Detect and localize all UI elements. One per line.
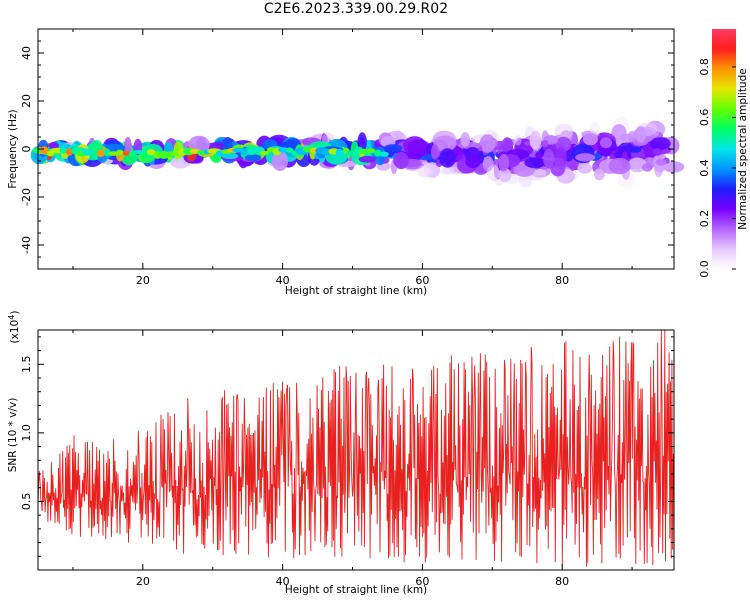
spectrogram-cell (460, 132, 471, 147)
spectrogram-cell (439, 148, 456, 168)
y-tick-label: -40 (20, 236, 33, 254)
spectrogram-cell (542, 139, 549, 148)
spectrogram-cell (465, 154, 481, 169)
figure-title: C2E6.2023.339.00.29.R02 (263, 1, 449, 17)
spectrogram-cell (535, 151, 543, 160)
spectrogram-cell (204, 142, 229, 150)
spectrogram-cell (393, 151, 409, 170)
spectrogram-cell (146, 149, 156, 156)
spectrogram-cell (108, 151, 119, 156)
spectrogram-cell (599, 137, 613, 149)
spectrogram-cell (655, 158, 667, 166)
spectrogram-cell (244, 154, 262, 162)
spectrogram-cell (479, 134, 496, 153)
spectrogram-cell (407, 139, 431, 157)
snr-exponent: (x104) (7, 311, 21, 344)
x-tick-label: 80 (555, 274, 569, 287)
spectrogram-cell (543, 148, 555, 169)
colorbar-tick-label: 0.8 (698, 58, 711, 76)
spectrogram-cell (498, 168, 512, 182)
spectrogram-cell (259, 150, 269, 155)
x-tick-label: 20 (136, 274, 150, 287)
y-tick-label: 1.5 (20, 356, 33, 374)
spectrogram-cell (440, 167, 454, 175)
y-tick-label: 0 (20, 146, 33, 153)
spectrogram-cell (133, 150, 145, 155)
spectrogram-cell (59, 147, 67, 154)
y-tick-label: 40 (20, 46, 33, 60)
spectrogram-cell (188, 135, 210, 154)
spectrogram-cell (278, 147, 289, 153)
spectrogram-cell (271, 151, 289, 171)
spectrogram-cell (140, 151, 150, 158)
y-tick-label: 20 (20, 94, 33, 108)
spectrogram-cell (383, 144, 403, 152)
spectrogram-cell (431, 144, 439, 160)
spectrogram-cell (166, 151, 174, 157)
spectrogram-cell (524, 157, 546, 169)
spectrogram-cell (487, 164, 500, 181)
spectrogram-cell (554, 123, 574, 140)
spectrogram-cell (358, 155, 377, 163)
spectrogram-cell (635, 126, 646, 143)
spectrogram-cell (266, 147, 275, 153)
spectrogram-cell (649, 137, 671, 151)
spectrogram-cell (221, 152, 239, 160)
spectrogram-panel: 20 40 60 80 -40 -20 0 20 40 Height of straight l… (7, 28, 749, 297)
spectrogram-cell (642, 162, 653, 172)
spectrogram-cell (335, 149, 345, 157)
x-tick-label: 20 (136, 575, 150, 588)
spectrogram-cell (529, 130, 542, 150)
colorbar-tick-label: 0.2 (698, 210, 711, 228)
colorbar (712, 29, 736, 269)
spectrogram-xlabel: Height of straight line (km) (285, 285, 427, 297)
spectrogram-cell (90, 150, 99, 157)
snr-line (37, 329, 675, 567)
spectrogram-cell (594, 168, 605, 181)
spectrogram-cell (627, 157, 647, 173)
spectrogram-cell (433, 135, 457, 152)
spectrogram-cell (419, 167, 430, 177)
spectrogram-cell (582, 132, 598, 146)
y-tick-label: 0.5 (20, 493, 33, 511)
colorbar-tick-label: 0.4 (698, 159, 711, 177)
spectrogram-cell (514, 135, 522, 146)
spectrogram-cell (498, 153, 510, 172)
spectrogram-cell (116, 149, 124, 155)
x-tick-label: 80 (555, 575, 569, 588)
spectrogram-ticks: 20 40 60 80 -40 -20 0 20 40 (20, 28, 674, 287)
snr-frame (37, 329, 675, 571)
spectrogram-cell (575, 153, 596, 162)
spectrogram-cell (172, 148, 181, 157)
y-tick-label: -20 (20, 188, 33, 206)
x-tick-label: 60 (415, 274, 429, 287)
spectrogram-ylabel: Frequency (Hz) (7, 109, 19, 188)
colorbar-ticks: 0.0 0.2 0.4 0.6 0.8 (698, 58, 736, 278)
snr-ticks: 20 40 60 80 0.5 1.0 1.5 (20, 330, 674, 588)
colorbar-label: Normalized spectral amplitude (737, 68, 749, 229)
spectrogram-cell (379, 151, 389, 157)
spectrogram-cell (96, 149, 105, 157)
spectrogram-cell (608, 157, 631, 175)
spectrogram-cell (367, 148, 376, 153)
spectrogram-cell (285, 147, 294, 153)
spectrogram-cells (30, 117, 685, 188)
spectrogram-cell (577, 163, 593, 174)
spectrogram-cell (48, 141, 60, 150)
snr-ylabel: SNR (10 * v/v) (7, 398, 19, 473)
spectrogram-cell (40, 146, 49, 155)
y-tick-label: 1.0 (20, 424, 33, 442)
x-tick-label: 40 (276, 274, 290, 287)
x-tick-label: 60 (415, 575, 429, 588)
colorbar-tick-label: 0.0 (698, 260, 711, 278)
snr-xlabel: Height of straight line (km) (285, 584, 427, 596)
x-tick-label: 40 (276, 575, 290, 588)
spectrogram-cell (652, 148, 662, 156)
spectrogram-cell (122, 150, 130, 156)
colorbar-tick-label: 0.6 (698, 109, 711, 127)
